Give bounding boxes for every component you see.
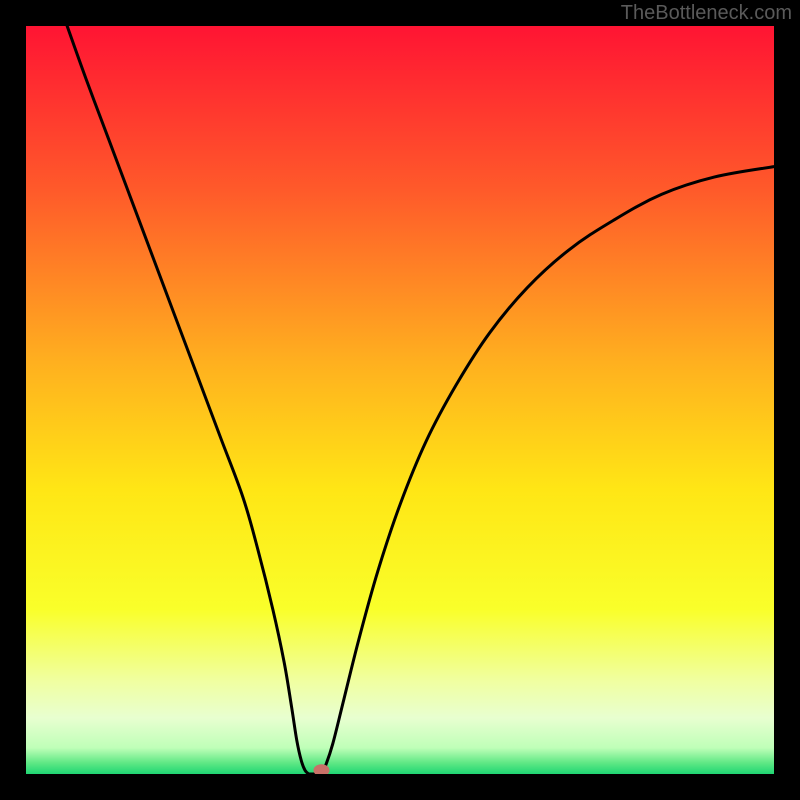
chart-container: TheBottleneck.com [0, 0, 800, 800]
plot-area [26, 26, 774, 774]
watermark-text: TheBottleneck.com [621, 2, 792, 25]
chart-svg [26, 26, 774, 774]
gradient-background [26, 26, 774, 774]
